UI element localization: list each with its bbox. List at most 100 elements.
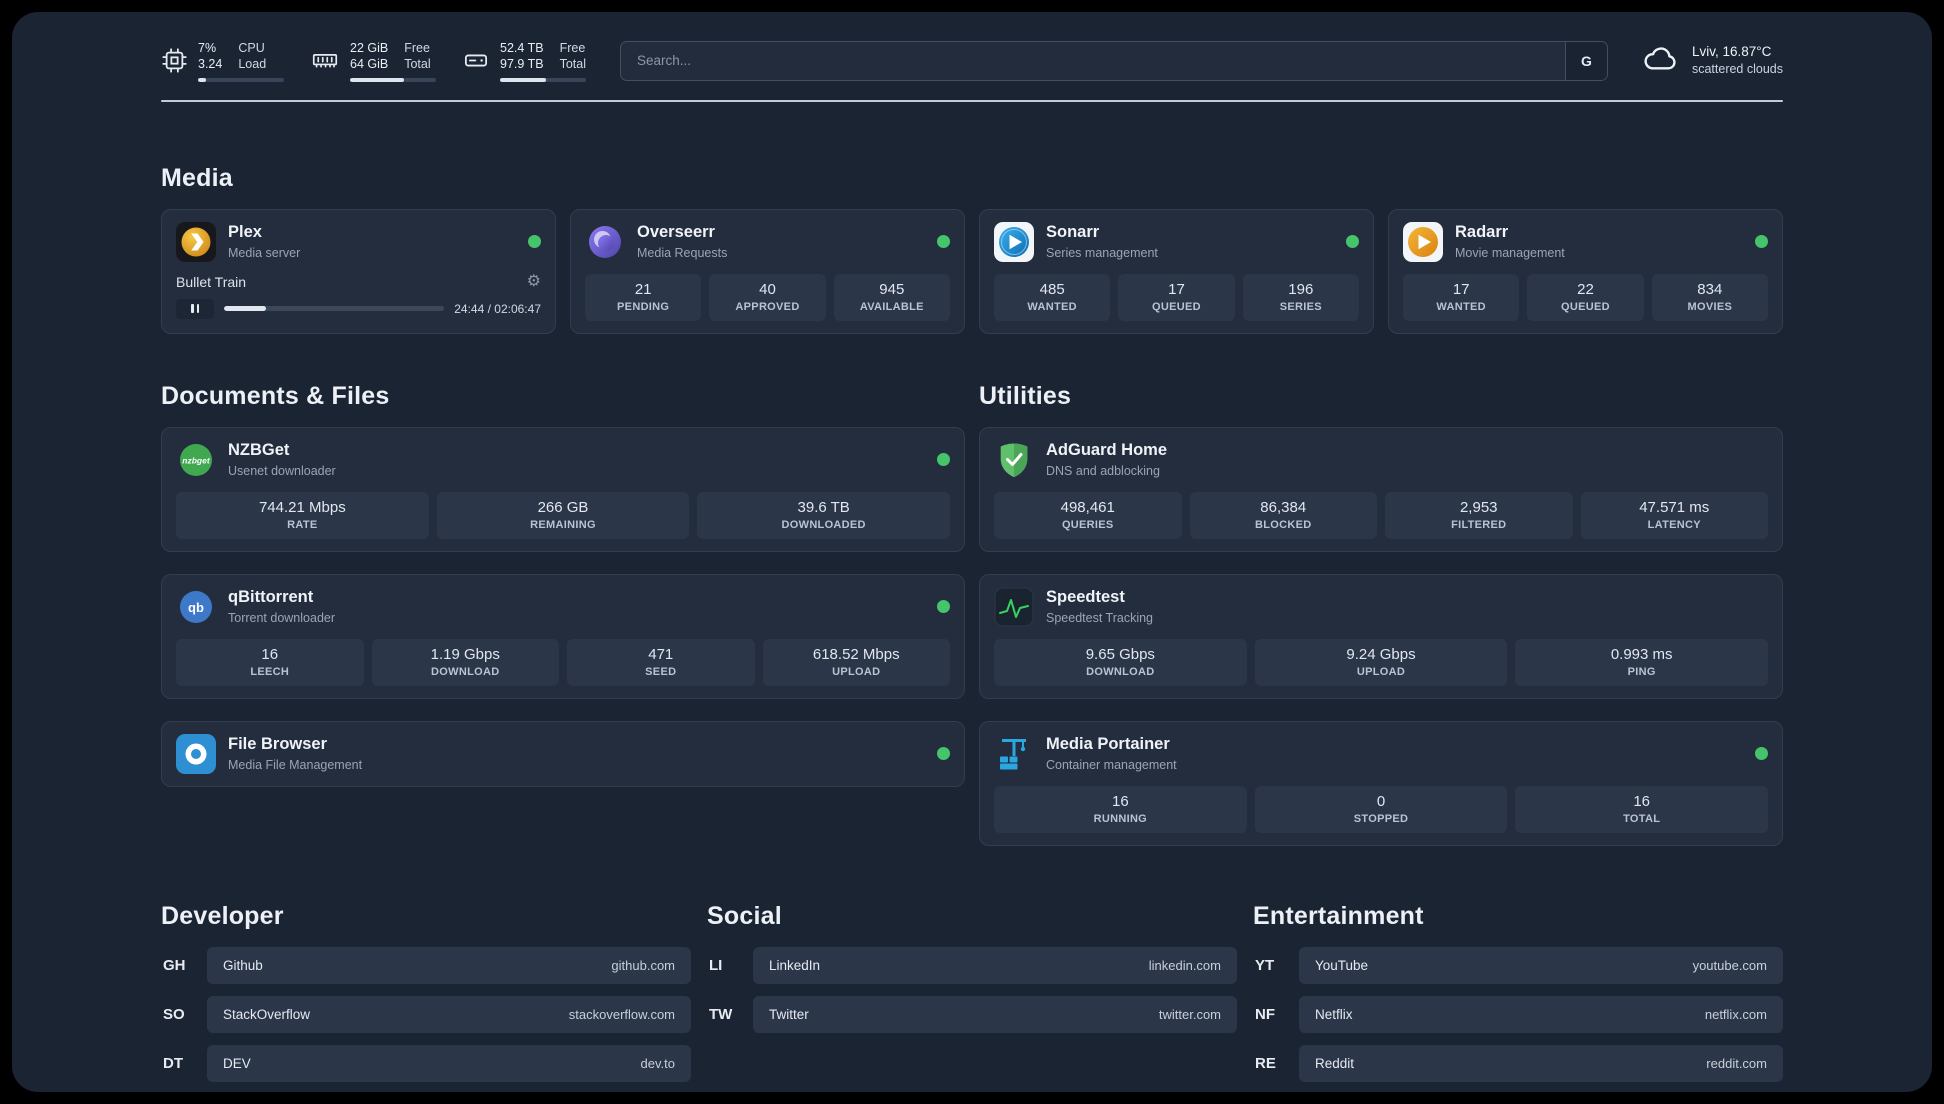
stat-value: 266 GB (537, 498, 589, 516)
bookmark-row: GH Github github.com (161, 946, 691, 984)
bookmark-abbr: DT (163, 1054, 183, 1072)
now-playing-title: Bullet Train (176, 273, 247, 290)
stat-tile: 196 SERIES (1242, 273, 1359, 321)
app-card-overseerr[interactable]: Overseerr Media Requests 21 PENDING 40 APPR… (570, 208, 965, 334)
weather-widget: Lviv, 16.87°C scattered clouds (1642, 43, 1783, 78)
stat-label: BLOCKED (1255, 518, 1312, 531)
stat-label: WANTED (1027, 300, 1077, 313)
stat-label: DOWNLOAD (1086, 665, 1155, 678)
app-title: Media Portainer (1046, 735, 1170, 754)
svg-text:nzbget: nzbget (182, 455, 211, 465)
radarr-icon (1403, 221, 1443, 262)
bookmark-abbr: LI (709, 956, 723, 974)
cpu-icon (161, 47, 188, 74)
stat-tile: 2,953 FILTERED (1385, 491, 1573, 539)
stat-value: 485 (1039, 280, 1065, 298)
app-title: File Browser (228, 735, 328, 754)
status-dot (528, 235, 541, 248)
app-card-nzbget[interactable]: nzbget NZBGet Usenet downloader 744.21 M… (161, 426, 965, 552)
app-subtitle: Speedtest Tracking (1046, 610, 1154, 625)
app-card-qbittorrent[interactable]: qb qBittorrent Torrent downloader 16 LEEC… (161, 573, 965, 699)
app-card-plex[interactable]: Plex Media server Bullet Train ⚙ 24:44 /… (161, 208, 556, 334)
pause-button[interactable] (176, 298, 214, 319)
app-card-adguard[interactable]: AdGuard Home DNS and adblocking 498,461 Q… (979, 426, 1783, 552)
topbar-divider (161, 99, 1783, 102)
bookmark-list-social: LI LinkedIn linkedin.com TW Twitter twitter.c… (707, 946, 1237, 1033)
stats-row: 744.21 Mbps RATE 266 GB REMAINING 39.6 TB DOW… (176, 491, 951, 539)
stat-tile: 485 WANTED (994, 273, 1111, 321)
search-engine-button[interactable]: G (1564, 41, 1607, 80)
stats-row: 21 PENDING 40 APPROVED 945 AVAILABLE (585, 273, 950, 321)
bookmark-link[interactable]: Netflix netflix.com (1299, 995, 1783, 1033)
sonarr-icon (994, 221, 1034, 262)
stats-row: 16 LEECH 1.19 Gbps DOWNLOAD 471 SEED 618.52 Mb… (176, 638, 950, 686)
bookmark-url: stackoverflow.com (568, 1006, 675, 1022)
search-bar: G (620, 40, 1608, 81)
stat-value: 39.6 TB (797, 498, 850, 516)
bookmark-link[interactable]: LinkedIn linkedin.com (753, 946, 1237, 984)
app-card-speedtest[interactable]: Speedtest Speedtest Tracking 9.65 Gbps DO… (979, 573, 1783, 699)
app-title: Radarr (1455, 223, 1509, 242)
stat-tile: 16 TOTAL (1515, 785, 1769, 833)
stat-tile: 0.993 ms PING (1515, 638, 1769, 686)
utilities-column: Utilities (979, 382, 1783, 846)
disk-usage-bar (500, 77, 586, 82)
app-subtitle: Media File Management (228, 757, 363, 772)
section-title-utilities: Utilities (979, 381, 1072, 410)
stat-label: UPLOAD (832, 665, 881, 678)
bookmark-row: TW Twitter twitter.com (707, 995, 1237, 1033)
ram-widget: 22 GiB 64 GiB Free Total (310, 40, 436, 82)
bookmark-abbr: YT (1255, 956, 1275, 974)
stat-tile: 16 LEECH (176, 638, 364, 686)
nzbget-icon: nzbget (176, 440, 216, 480)
bookmark-name: Twitter (769, 1006, 809, 1022)
filebrowser-icon (176, 733, 216, 774)
bookmark-link[interactable]: Github github.com (207, 946, 691, 984)
status-dot (937, 235, 950, 248)
app-subtitle: Torrent downloader (228, 610, 336, 625)
stat-label: LEECH (250, 665, 290, 678)
search-input[interactable] (621, 41, 1565, 80)
bookmark-name: LinkedIn (769, 957, 821, 973)
bookmark-abbr: GH (163, 956, 186, 974)
top-bar: 7% 3.24 CPU Load (161, 40, 1783, 82)
stat-label: QUERIES (1061, 518, 1114, 531)
bookmark-name: Reddit (1315, 1055, 1355, 1071)
stats-row: 17 WANTED 22 QUEUED 834 MOVIES (1403, 273, 1768, 321)
stat-label: PENDING (617, 300, 670, 313)
stats-row: 498,461 QUERIES 86,384 BLOCKED 2,953 FILTERED… (994, 491, 1768, 539)
svg-text:qb: qb (188, 600, 204, 615)
stat-value: 47.571 ms (1639, 498, 1710, 516)
app-title: Overseerr (637, 223, 715, 242)
status-dot (937, 453, 950, 466)
stat-label: REMAINING (530, 518, 596, 531)
gear-icon[interactable]: ⚙ (526, 272, 541, 290)
app-card-portainer[interactable]: Media Portainer Container management 16 R… (979, 720, 1783, 846)
ram-free-value: 22 GiB (350, 41, 389, 55)
bookmark-abbr: NF (1255, 1005, 1275, 1023)
section-title-entertainment: Entertainment (1253, 901, 1424, 930)
app-card-sonarr[interactable]: Sonarr Series management 485 WANTED 17 QUEU… (979, 208, 1374, 334)
bookmark-link[interactable]: YouTube youtube.com (1299, 946, 1783, 984)
playback-progress-bar[interactable] (224, 306, 445, 311)
stat-label: DOWNLOADED (781, 518, 866, 531)
stat-tile: 17 QUEUED (1118, 273, 1235, 321)
app-card-radarr[interactable]: Radarr Movie management 17 WANTED 22 QUEUED… (1388, 208, 1783, 334)
bookmark-link[interactable]: StackOverflow stackoverflow.com (207, 995, 691, 1033)
documents-column: Documents & Files nzbget (161, 382, 965, 787)
media-grid: Plex Media server Bullet Train ⚙ 24:44 /… (161, 208, 1783, 334)
bookmark-link[interactable]: Reddit reddit.com (1299, 1044, 1783, 1082)
stat-label: TOTAL (1623, 812, 1661, 825)
bookmark-link[interactable]: DEV dev.to (207, 1044, 691, 1082)
bookmark-row: SO StackOverflow stackoverflow.com (161, 995, 691, 1033)
app-subtitle: DNS and adblocking (1046, 463, 1160, 478)
bookmark-list-entertainment: YT YouTube youtube.com NF Netflix netflix.com… (1253, 946, 1783, 1082)
bookmark-link[interactable]: Twitter twitter.com (753, 995, 1237, 1033)
bookmark-name: Netflix (1315, 1006, 1353, 1022)
stat-tile: 618.52 Mbps UPLOAD (762, 638, 950, 686)
status-dot (1755, 747, 1768, 760)
cpu-load-value: 3.24 (198, 57, 223, 72)
stat-label: DOWNLOAD (431, 665, 500, 678)
app-card-filebrowser[interactable]: File Browser Media File Management (161, 720, 965, 787)
stat-label: QUEUED (1152, 300, 1201, 313)
